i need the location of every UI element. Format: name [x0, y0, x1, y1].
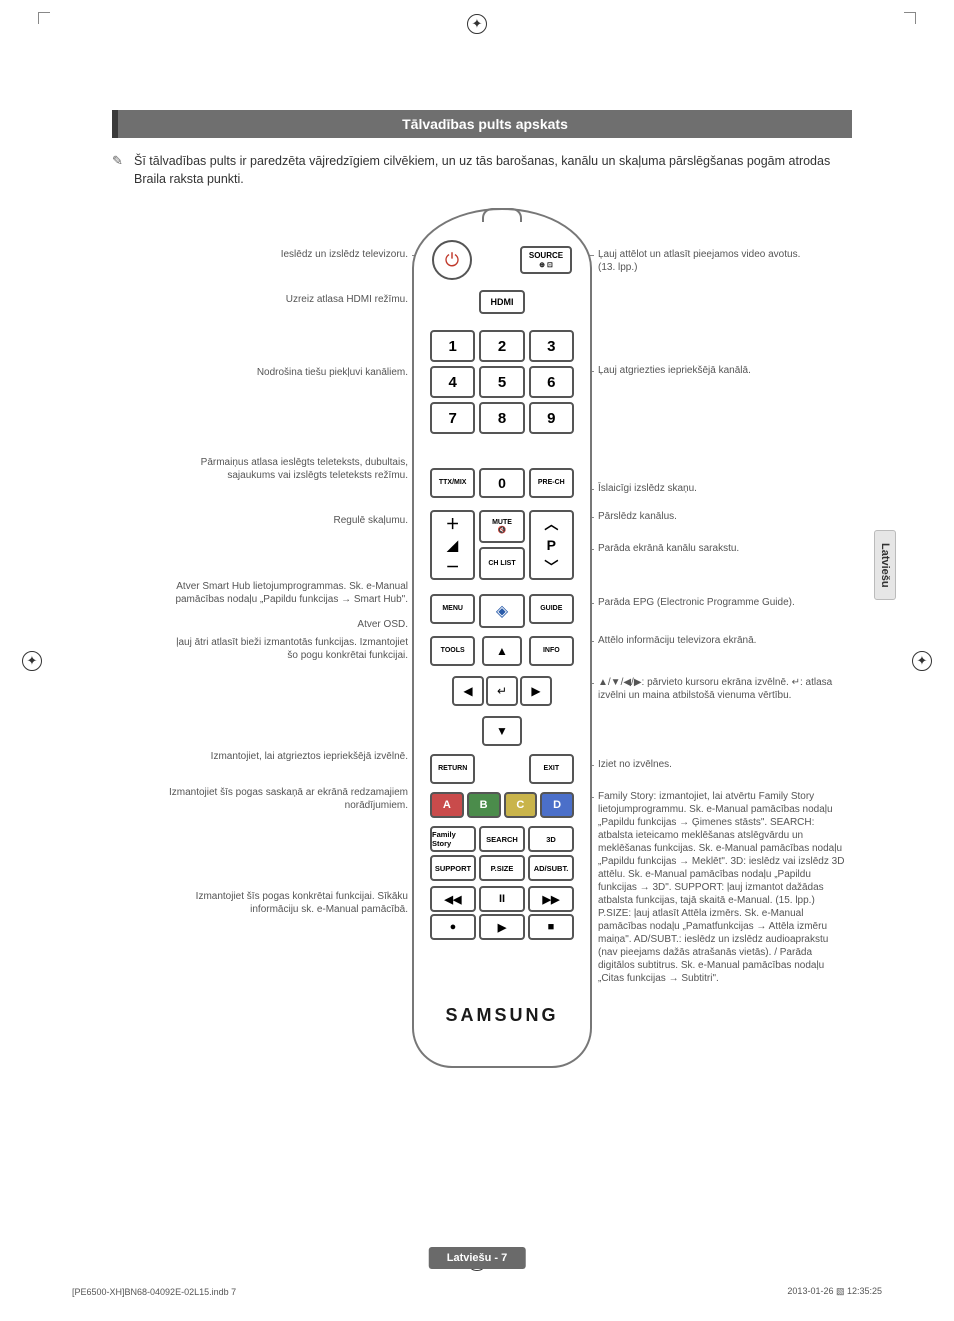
media-button[interactable]: ● — [430, 914, 476, 940]
page-number: Latviešu - 7 — [429, 1247, 526, 1269]
callout-left: Nodrošina tiešu piekļuvi kanāliem. — [208, 366, 408, 379]
num-1[interactable]: 1 — [430, 330, 475, 362]
channel-rocker[interactable]: ︿ P ﹀ — [529, 510, 574, 580]
callout-right: Ļauj attēlot un atlasīt pieejamos video … — [598, 248, 808, 274]
exit-button[interactable]: EXIT — [529, 754, 574, 784]
registration-mark — [912, 651, 932, 671]
registration-mark — [22, 651, 42, 671]
color-b-button[interactable]: B — [467, 792, 501, 818]
callout-left: Atver OSD. — [208, 618, 408, 631]
crop-mark — [38, 12, 50, 24]
num-7[interactable]: 7 — [430, 402, 475, 434]
support-button[interactable]: SUPPORT — [430, 855, 476, 881]
callout-left: Uzreiz atlasa HDMI režīmu. — [208, 293, 408, 306]
source-icon: ⊕ ⊡ — [539, 261, 553, 269]
callout-left: Izmantojiet šīs pogas saskaņā ar ekrānā … — [168, 786, 408, 812]
power-button[interactable]: ⏻ — [432, 240, 472, 280]
ttx-button[interactable]: TTX/MIX — [430, 468, 475, 498]
callout-left: Izmantojiet šīs pogas konkrētai funkcija… — [148, 890, 408, 916]
zero-button[interactable]: 0 — [479, 468, 524, 498]
media-button[interactable]: ■ — [528, 914, 574, 940]
num-4[interactable]: 4 — [430, 366, 475, 398]
number-pad: 123 456 789 — [430, 330, 574, 434]
search-button[interactable]: SEARCH — [479, 826, 525, 852]
tools-button[interactable]: TOOLS — [430, 636, 475, 666]
num-8[interactable]: 8 — [479, 402, 524, 434]
remote-body: ⏻ SOURCE ⊕ ⊡ HDMI 123 456 789 TTX/MIX 0 PR… — [412, 208, 592, 1068]
vol-up-icon: ＋ — [446, 514, 460, 534]
pre-ch-button[interactable]: PRE-CH — [529, 468, 574, 498]
registration-mark — [467, 14, 487, 34]
family-story-button[interactable]: Family Story — [430, 826, 476, 852]
callout-right: Pārslēdz kanālus. — [598, 510, 808, 523]
num-2[interactable]: 2 — [479, 330, 524, 362]
hdmi-button[interactable]: HDMI — [479, 290, 525, 314]
return-button[interactable]: RETURN — [430, 754, 475, 784]
callout-right: Iziet no izvēlnes. — [598, 758, 808, 771]
callout-right: ▲/▼/◀/▶: pārvieto kursoru ekrāna izvēlnē… — [598, 676, 838, 702]
callout-right: Īslaicīgi izslēdz skaņu. — [598, 482, 808, 495]
callout-right: Attēlo informāciju televizora ekrānā. — [598, 634, 818, 647]
source-button[interactable]: SOURCE ⊕ ⊡ — [520, 246, 572, 274]
color-d-button[interactable]: D — [540, 792, 574, 818]
num-3[interactable]: 3 — [529, 330, 574, 362]
source-label: SOURCE — [529, 251, 563, 260]
ch-list-button[interactable]: CH LIST — [479, 547, 524, 580]
crop-mark — [904, 12, 916, 24]
callout-left: Atver Smart Hub lietojumprogrammas. Sk. … — [158, 580, 408, 606]
num-5[interactable]: 5 — [479, 366, 524, 398]
volume-rocker[interactable]: ＋ ◢ － — [430, 510, 475, 580]
callout-right: Ļauj atgriezties iepriekšējā kanālā. — [598, 364, 808, 377]
mute-button[interactable]: MUTE 🔇 — [479, 510, 524, 543]
media-button[interactable]: ◀◀ — [430, 886, 476, 912]
callout-left: ļauj ātri atlasīt bieži izmantotās funkc… — [168, 636, 408, 662]
callout-left: Regulē skaļumu. — [208, 514, 408, 527]
p-size-button[interactable]: P.SIZE — [479, 855, 525, 881]
ch-up-icon: ︿ — [544, 514, 558, 534]
media-button[interactable]: ▶▶ — [528, 886, 574, 912]
color-c-button[interactable]: C — [504, 792, 538, 818]
footer-filename: [PE6500-XH]BN68-04092E-02L15.indb 7 — [72, 1287, 236, 1297]
samsung-logo: SAMSUNG — [414, 1005, 590, 1026]
callout-right: Family Story: izmantojiet, lai atvērtu F… — [598, 790, 848, 985]
smart-hub-button[interactable]: ◈ — [479, 594, 524, 628]
info-button[interactable]: INFO — [529, 636, 574, 666]
callout-right: Parāda EPG (Electronic Programme Guide). — [598, 596, 828, 609]
language-tab: Latviešu — [874, 530, 896, 600]
guide-button[interactable]: GUIDE — [529, 594, 574, 624]
section-title: Tālvadības pults apskats — [112, 110, 852, 138]
menu-button[interactable]: MENU — [430, 594, 475, 624]
num-9[interactable]: 9 — [529, 402, 574, 434]
arrow-down[interactable]: ▼ — [482, 716, 522, 746]
num-6[interactable]: 6 — [529, 366, 574, 398]
arrow-right[interactable]: ▶ — [520, 676, 552, 706]
mute-icon: 🔇 — [498, 527, 507, 535]
braille-note: Šī tālvadības pults ir paredzēta vājredz… — [112, 152, 852, 188]
callout-right: Parāda ekrānā kanālu sarakstu. — [598, 542, 808, 555]
callout-left: Izmantojiet, lai atgrieztos iepriekšējā … — [148, 750, 408, 763]
ad-subt--button[interactable]: AD/SUBT. — [528, 855, 574, 881]
remote-diagram: Ieslēdz un izslēdz televizoru. Uzreiz atl… — [112, 198, 852, 1178]
color-a-button[interactable]: A — [430, 792, 464, 818]
3d-button[interactable]: 3D — [528, 826, 574, 852]
arrow-left[interactable]: ◀ — [452, 676, 484, 706]
media-button[interactable]: ▶ — [479, 914, 525, 940]
ch-down-icon: ﹀ — [544, 557, 558, 577]
callout-left: Ieslēdz un izslēdz televizoru. — [208, 248, 408, 261]
enter-button[interactable]: ↵ — [486, 676, 518, 706]
ir-window — [482, 208, 522, 222]
callout-left: Pārmaiņus atlasa ieslēgts teleteksts, du… — [178, 456, 408, 482]
vol-down-icon: － — [446, 557, 460, 577]
media-button[interactable]: II — [479, 886, 525, 912]
footer-timestamp: 2013-01-26 ▧ 12:35:25 — [787, 1286, 882, 1297]
